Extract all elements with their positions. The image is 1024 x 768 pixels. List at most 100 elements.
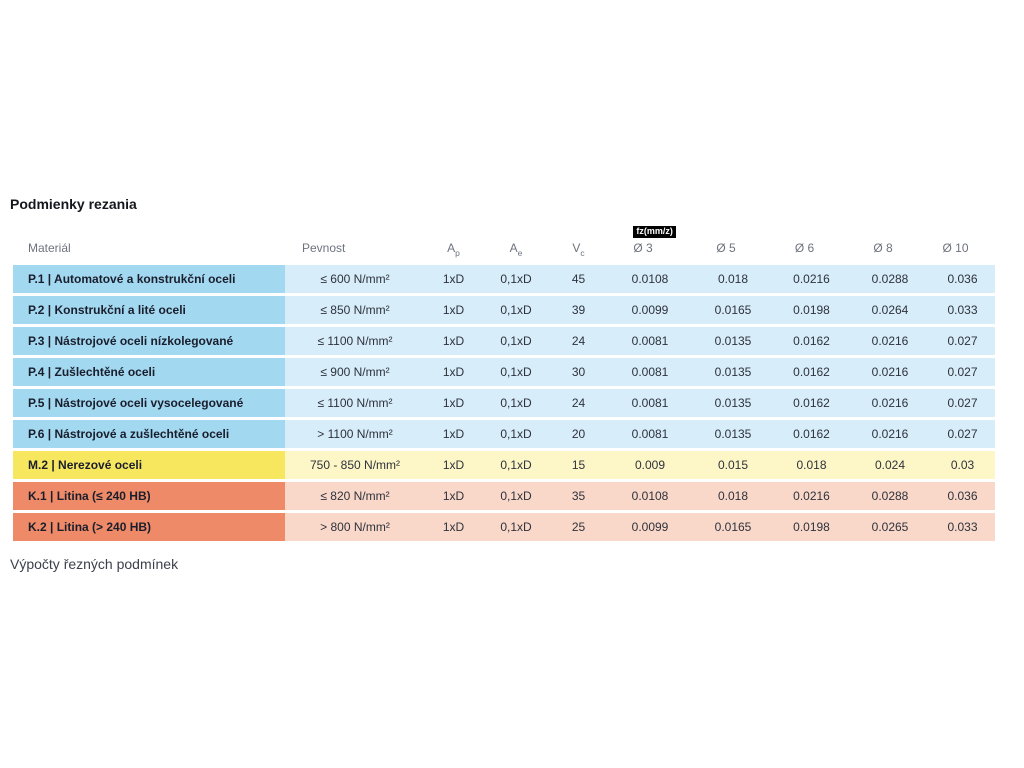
- table-row: P.3 | Nástrojové oceli nízkolegované ≤ 11…: [13, 327, 995, 355]
- material-cell: P.1 | Automatové a konstrukční oceli: [13, 265, 285, 293]
- material-cell: P.5 | Nástrojové oceli vysocelegované: [13, 389, 285, 417]
- d6-cell: 0.0162: [773, 389, 850, 417]
- ap-cell: 1xD: [425, 420, 482, 448]
- pevnost-cell: ≤ 850 N/mm²: [285, 296, 425, 324]
- table-row: P.2 | Konstrukční a lité oceli ≤ 850 N/mm…: [13, 296, 995, 324]
- d6-cell: 0.018: [773, 451, 850, 479]
- column-header-label: Ø 3: [633, 241, 653, 255]
- fz-unit-badge: fz(mm/z): [633, 226, 676, 238]
- column-header-d5: Ø 5: [693, 220, 773, 262]
- d3-cell: 0.0081: [607, 327, 693, 355]
- d3-cell: 0.0099: [607, 296, 693, 324]
- table-row: P.1 | Automatové a konstrukční oceli ≤ 60…: [13, 265, 995, 293]
- ap-cell: 1xD: [425, 358, 482, 386]
- d3-cell: 0.0081: [607, 358, 693, 386]
- footer-text: Výpočty řezných podmínek: [10, 556, 179, 572]
- d10-cell: 0.036: [930, 482, 995, 510]
- ap-cell: 1xD: [425, 389, 482, 417]
- ae-cell: 0,1xD: [482, 265, 550, 293]
- material-cell: P.6 | Nástrojové a zušlechtěné oceli: [13, 420, 285, 448]
- table-row: K.2 | Litina (> 240 HB) > 800 N/mm² 1xD 0,1…: [13, 513, 995, 541]
- pevnost-cell: ≤ 820 N/mm²: [285, 482, 425, 510]
- column-header-d6: Ø 6: [773, 220, 850, 262]
- ap-cell: 1xD: [425, 482, 482, 510]
- column-header-label: Pevnost: [302, 241, 346, 255]
- d6-cell: 0.0198: [773, 513, 850, 541]
- ap-cell: 1xD: [425, 513, 482, 541]
- ae-cell: 0,1xD: [482, 389, 550, 417]
- d3-cell: 0.0081: [607, 420, 693, 448]
- d10-cell: 0.027: [930, 389, 995, 417]
- d5-cell: 0.015: [693, 451, 773, 479]
- d6-cell: 0.0216: [773, 265, 850, 293]
- vc-cell: 24: [550, 389, 607, 417]
- pevnost-cell: 750 - 850 N/mm²: [285, 451, 425, 479]
- d6-cell: 0.0162: [773, 420, 850, 448]
- material-cell: K.1 | Litina (≤ 240 HB): [13, 482, 285, 510]
- d5-cell: 0.0135: [693, 327, 773, 355]
- ap-cell: 1xD: [425, 265, 482, 293]
- column-header-material: Materiál: [13, 220, 285, 262]
- ae-cell: 0,1xD: [482, 358, 550, 386]
- d5-cell: 0.018: [693, 265, 773, 293]
- d6-cell: 0.0162: [773, 358, 850, 386]
- d10-cell: 0.027: [930, 358, 995, 386]
- pevnost-cell: > 800 N/mm²: [285, 513, 425, 541]
- column-header-label: Materiál: [28, 241, 71, 255]
- vc-cell: 30: [550, 358, 607, 386]
- material-cell: K.2 | Litina (> 240 HB): [13, 513, 285, 541]
- d10-cell: 0.027: [930, 420, 995, 448]
- column-header-label: A: [509, 241, 518, 255]
- d8-cell: 0.0264: [850, 296, 930, 324]
- d3-cell: 0.0108: [607, 265, 693, 293]
- d8-cell: 0.024: [850, 451, 930, 479]
- d5-cell: 0.018: [693, 482, 773, 510]
- column-header-label: V: [572, 241, 581, 255]
- ae-cell: 0,1xD: [482, 296, 550, 324]
- table-body: P.1 | Automatové a konstrukční oceli ≤ 60…: [13, 265, 995, 541]
- material-cell: M.2 | Nerezové oceli: [13, 451, 285, 479]
- column-header-label: A: [447, 241, 456, 255]
- d5-cell: 0.0165: [693, 513, 773, 541]
- pevnost-cell: > 1100 N/mm²: [285, 420, 425, 448]
- ap-cell: 1xD: [425, 327, 482, 355]
- ap-cell: 1xD: [425, 451, 482, 479]
- d10-cell: 0.036: [930, 265, 995, 293]
- column-header-label: Ø 10: [942, 241, 969, 255]
- d10-cell: 0.033: [930, 296, 995, 324]
- pevnost-cell: ≤ 900 N/mm²: [285, 358, 425, 386]
- d3-cell: 0.009: [607, 451, 693, 479]
- d10-cell: 0.03: [930, 451, 995, 479]
- ae-cell: 0,1xD: [482, 513, 550, 541]
- ap-cell: 1xD: [425, 296, 482, 324]
- vc-cell: 15: [550, 451, 607, 479]
- vc-cell: 25: [550, 513, 607, 541]
- d8-cell: 0.0216: [850, 389, 930, 417]
- d5-cell: 0.0135: [693, 389, 773, 417]
- d6-cell: 0.0198: [773, 296, 850, 324]
- material-cell: P.4 | Zušlechtěné oceli: [13, 358, 285, 386]
- d6-cell: 0.0216: [773, 482, 850, 510]
- material-cell: P.3 | Nástrojové oceli nízkolegované: [13, 327, 285, 355]
- vc-cell: 35: [550, 482, 607, 510]
- column-header-label: Ø 5: [716, 241, 736, 255]
- d8-cell: 0.0216: [850, 327, 930, 355]
- ae-cell: 0,1xD: [482, 482, 550, 510]
- vc-cell: 45: [550, 265, 607, 293]
- d8-cell: 0.0288: [850, 265, 930, 293]
- d5-cell: 0.0135: [693, 420, 773, 448]
- d3-cell: 0.0108: [607, 482, 693, 510]
- d10-cell: 0.033: [930, 513, 995, 541]
- column-header-d3: fz(mm/z) Ø 3: [607, 220, 693, 262]
- d8-cell: 0.0216: [850, 420, 930, 448]
- ae-cell: 0,1xD: [482, 420, 550, 448]
- vc-cell: 39: [550, 296, 607, 324]
- page-title: Podmienky rezania: [10, 196, 137, 212]
- table-row: P.4 | Zušlechtěné oceli ≤ 900 N/mm² 1xD 0,1…: [13, 358, 995, 386]
- table-row: M.2 | Nerezové oceli 750 - 850 N/mm² 1xD 0,…: [13, 451, 995, 479]
- d8-cell: 0.0265: [850, 513, 930, 541]
- column-header-pevnost: Pevnost: [285, 220, 425, 262]
- ae-cell: 0,1xD: [482, 451, 550, 479]
